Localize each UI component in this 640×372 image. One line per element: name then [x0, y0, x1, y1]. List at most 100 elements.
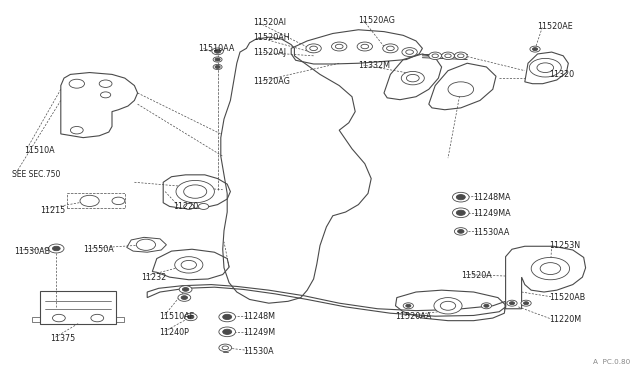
Text: 11249M: 11249M — [243, 328, 275, 337]
Text: 11520AG: 11520AG — [253, 77, 290, 86]
Circle shape — [507, 300, 517, 306]
Circle shape — [215, 58, 220, 61]
Text: 11510AF: 11510AF — [159, 312, 194, 321]
Bar — [40, 291, 116, 324]
Circle shape — [530, 46, 540, 52]
Circle shape — [212, 48, 223, 55]
Text: 11220: 11220 — [173, 202, 198, 211]
Text: 11375: 11375 — [50, 334, 75, 343]
Circle shape — [223, 314, 232, 320]
Circle shape — [181, 296, 188, 299]
Circle shape — [406, 50, 413, 54]
Circle shape — [52, 246, 60, 251]
Circle shape — [452, 208, 469, 218]
Circle shape — [175, 257, 203, 273]
Text: A  PC.0.80: A PC.0.80 — [593, 359, 630, 365]
Text: 11520AI: 11520AI — [253, 18, 286, 27]
Circle shape — [182, 288, 189, 291]
Circle shape — [179, 286, 192, 293]
Text: 11332M: 11332M — [358, 61, 390, 70]
Circle shape — [448, 82, 474, 97]
Circle shape — [332, 42, 347, 51]
Circle shape — [484, 304, 489, 307]
Circle shape — [181, 260, 196, 269]
Circle shape — [442, 52, 454, 60]
Text: SEE SEC.750: SEE SEC.750 — [12, 170, 60, 179]
Text: 11520AB: 11520AB — [549, 293, 586, 302]
Circle shape — [213, 64, 222, 70]
Circle shape — [176, 180, 214, 203]
Circle shape — [452, 192, 469, 202]
Circle shape — [80, 195, 99, 206]
Circle shape — [100, 92, 111, 98]
Circle shape — [524, 302, 529, 305]
Circle shape — [429, 52, 442, 60]
Text: 11520AJ: 11520AJ — [253, 48, 286, 57]
Circle shape — [213, 57, 222, 62]
Circle shape — [178, 294, 191, 301]
Circle shape — [69, 79, 84, 88]
Circle shape — [184, 313, 197, 321]
Text: 11253N: 11253N — [549, 241, 580, 250]
Circle shape — [335, 44, 343, 49]
Circle shape — [432, 54, 438, 58]
Circle shape — [529, 58, 561, 77]
Circle shape — [434, 298, 462, 314]
Circle shape — [456, 210, 465, 215]
Circle shape — [361, 44, 369, 49]
Circle shape — [509, 302, 515, 305]
Text: 11520A: 11520A — [461, 271, 492, 280]
Text: 11520AG: 11520AG — [358, 16, 396, 25]
Text: 11232: 11232 — [141, 273, 166, 282]
Circle shape — [481, 303, 492, 309]
Text: 11249MA: 11249MA — [474, 209, 511, 218]
Circle shape — [458, 54, 464, 58]
Text: 11520AH: 11520AH — [253, 33, 289, 42]
Text: 11550A: 11550A — [83, 245, 114, 254]
Circle shape — [531, 257, 570, 280]
Text: 11520AA: 11520AA — [396, 312, 432, 321]
Circle shape — [184, 185, 207, 198]
Circle shape — [445, 54, 451, 58]
Text: 11530AB: 11530AB — [14, 247, 50, 256]
Circle shape — [403, 303, 413, 309]
Circle shape — [219, 312, 236, 322]
Circle shape — [456, 195, 465, 200]
Circle shape — [219, 344, 232, 352]
Circle shape — [406, 74, 419, 82]
Circle shape — [521, 300, 531, 306]
Circle shape — [383, 44, 398, 53]
Circle shape — [136, 239, 156, 250]
Circle shape — [402, 48, 417, 57]
Circle shape — [188, 315, 194, 319]
Circle shape — [223, 329, 232, 334]
Text: 11510A: 11510A — [24, 146, 55, 155]
Circle shape — [214, 49, 221, 53]
Circle shape — [406, 304, 411, 307]
Text: 11248MA: 11248MA — [474, 193, 511, 202]
Circle shape — [215, 65, 220, 68]
Text: 11220M: 11220M — [549, 315, 581, 324]
Circle shape — [540, 263, 561, 275]
Circle shape — [99, 80, 112, 87]
Circle shape — [458, 230, 464, 233]
Text: 11320: 11320 — [549, 70, 574, 79]
Text: 11240P: 11240P — [159, 328, 189, 337]
Circle shape — [454, 228, 467, 235]
Text: 11530AA: 11530AA — [474, 228, 510, 237]
Circle shape — [49, 244, 64, 253]
Circle shape — [401, 71, 424, 85]
Circle shape — [222, 346, 228, 350]
Circle shape — [112, 197, 125, 205]
Circle shape — [91, 314, 104, 322]
Circle shape — [70, 126, 83, 134]
Circle shape — [387, 46, 394, 51]
Circle shape — [440, 301, 456, 310]
Circle shape — [454, 52, 467, 60]
Circle shape — [357, 42, 372, 51]
Text: 11520AE: 11520AE — [538, 22, 573, 31]
Circle shape — [532, 48, 538, 51]
Circle shape — [184, 203, 194, 209]
Circle shape — [306, 44, 321, 53]
Circle shape — [219, 327, 236, 337]
